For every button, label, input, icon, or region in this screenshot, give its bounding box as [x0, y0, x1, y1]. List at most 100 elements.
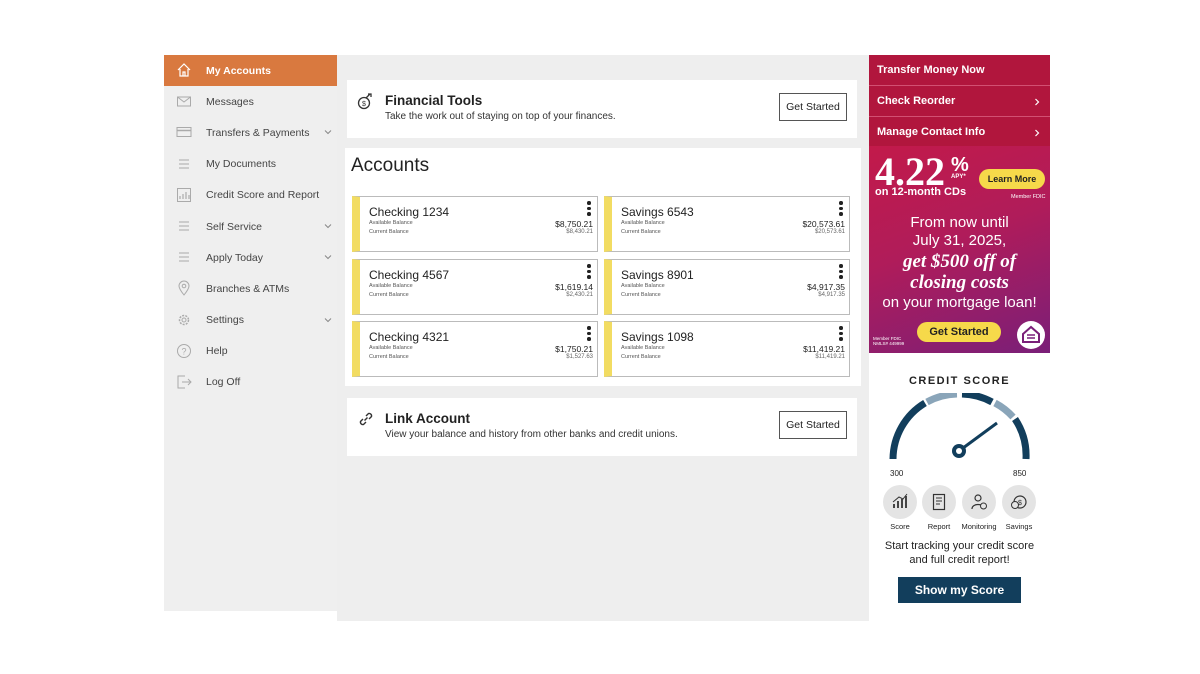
report-feature-icon: [922, 485, 956, 519]
credit-message: Start tracking your credit score: [884, 540, 1035, 552]
financial-tools-subtitle: Take the work out of staying on top of y…: [385, 111, 616, 122]
link-account-card: Link Account View your balance and histo…: [347, 398, 857, 456]
financial-tools-card: $ Financial Tools Take the work out of s…: [347, 80, 857, 138]
savings-feature-icon: $: [1002, 485, 1036, 519]
sidebar-item-label: My Documents: [206, 158, 277, 171]
promo-line: From now until: [910, 214, 1009, 231]
account-name: Savings 1098: [621, 330, 694, 344]
chevron-right-icon: [1035, 129, 1040, 137]
available-balance-value: $8,750.21: [555, 219, 593, 229]
sidebar-item-messages[interactable]: Messages: [164, 86, 341, 117]
chevron-down-icon[interactable]: [323, 252, 333, 262]
account-name: Checking 1234: [369, 205, 450, 219]
current-balance-value: $4,917.35: [818, 292, 845, 298]
manage-contact-info-link[interactable]: Manage Contact Info: [869, 117, 1050, 148]
chevron-down-icon[interactable]: [323, 221, 333, 231]
account-card[interactable]: Savings 6543 Available Balance Current B…: [604, 196, 850, 252]
learn-more-button[interactable]: Learn More: [979, 169, 1045, 189]
promo-line: closing costs: [910, 272, 1009, 293]
chevron-right-icon: [1035, 98, 1040, 106]
sidebar-item-apply-today[interactable]: Apply Today: [164, 242, 341, 273]
sidebar-item-settings[interactable]: Settings: [164, 305, 341, 336]
more-options-icon[interactable]: [586, 326, 592, 342]
current-balance-value: $11,419.21: [815, 354, 845, 360]
account-card[interactable]: Checking 1234 Available Balance Current …: [352, 196, 598, 252]
available-balance-value: $20,573.61: [802, 219, 845, 229]
chevron-down-icon[interactable]: [323, 315, 333, 325]
promo-line: get $500 off of: [902, 251, 1017, 272]
list-icon: [179, 159, 189, 169]
sidebar-item-credit-score[interactable]: Credit Score and Report: [164, 180, 341, 211]
promo-get-started-button[interactable]: Get Started: [917, 322, 1001, 342]
gear-icon: [178, 314, 190, 325]
svg-text:?: ?: [181, 346, 186, 356]
current-balance-value: $1,527.63: [566, 354, 593, 360]
sidebar: My Accounts Messages Transfers & Payment…: [164, 55, 341, 611]
home-icon: [177, 63, 191, 77]
sidebar-item-label: Settings: [206, 314, 244, 327]
more-options-icon[interactable]: [838, 326, 844, 342]
sidebar-item-label: Apply Today: [206, 251, 264, 264]
member-fdic-label: Member FDIC: [1011, 194, 1046, 200]
account-card[interactable]: Checking 4567 Available Balance Current …: [352, 259, 598, 315]
sidebar-item-label: Credit Score and Report: [206, 189, 320, 202]
available-balance-label: Available Balance: [621, 345, 665, 351]
credit-message: and full credit report!: [909, 554, 1010, 566]
account-card[interactable]: Checking 4321 Available Balance Current …: [352, 321, 598, 377]
current-balance-label: Current Balance: [369, 354, 409, 360]
available-balance-label: Available Balance: [621, 283, 665, 289]
promo-banner[interactable]: 4.22 % APY* on 12-month CDs Learn More M…: [869, 146, 1050, 353]
sidebar-item-log-off[interactable]: Log Off: [164, 367, 341, 398]
svg-text:$: $: [362, 101, 366, 108]
more-options-icon[interactable]: [586, 264, 592, 280]
accounts-panel: Accounts Checking 1234 Available Balance…: [345, 148, 861, 386]
chevron-down-icon[interactable]: [323, 127, 333, 137]
sidebar-item-self-service[interactable]: Self Service: [164, 211, 341, 242]
chart-icon: [177, 187, 191, 202]
current-balance-value: $2,430.21: [566, 292, 593, 298]
more-options-icon[interactable]: [838, 264, 844, 280]
available-balance-label: Available Balance: [369, 283, 413, 289]
sidebar-item-transfers-payments[interactable]: Transfers & Payments: [164, 117, 341, 148]
right-rail: Transfer Money Now Check Reorder Manage …: [869, 55, 1050, 623]
credit-score-title: CREDIT SCORE: [908, 375, 1011, 387]
envelope-icon: [177, 96, 191, 107]
show-my-score-button[interactable]: Show my Score: [898, 577, 1021, 603]
transfer-money-now-link[interactable]: Transfer Money Now: [869, 55, 1050, 86]
menu-label: Check Reorder: [877, 95, 956, 107]
feature-label-savings: Savings: [1005, 522, 1033, 531]
list-icon: [179, 252, 189, 262]
monitoring-feature-icon: [962, 485, 996, 519]
link-icon: [359, 412, 373, 426]
promo-line: July 31, 2025,: [912, 232, 1007, 249]
more-options-icon[interactable]: [838, 201, 844, 217]
account-card[interactable]: Savings 1098 Available Balance Current B…: [604, 321, 850, 377]
logout-icon: [177, 375, 192, 389]
map-pin-icon: [178, 280, 190, 297]
account-card[interactable]: Savings 8901 Available Balance Current B…: [604, 259, 850, 315]
available-balance-value: $1,619.14: [555, 282, 593, 292]
app-frame: My Accounts Messages Transfers & Payment…: [164, 55, 1050, 623]
financial-tools-get-started-button[interactable]: Get Started: [779, 93, 847, 121]
sidebar-item-branches-atms[interactable]: Branches & ATMs: [164, 273, 341, 304]
sidebar-item-label: Self Service: [206, 220, 263, 233]
promo-rate: 4.22: [875, 149, 945, 194]
feature-label-monitoring: Monitoring: [961, 522, 997, 531]
promo-percent: %: [951, 154, 969, 176]
sidebar-item-help[interactable]: ? Help: [164, 336, 341, 367]
current-balance-label: Current Balance: [621, 292, 661, 298]
link-account-get-started-button[interactable]: Get Started: [779, 411, 847, 439]
sidebar-item-my-accounts[interactable]: My Accounts: [164, 55, 341, 87]
account-name: Savings 6543: [621, 205, 694, 219]
more-options-icon[interactable]: [586, 201, 592, 217]
available-balance-label: Available Balance: [621, 220, 665, 226]
svg-text:$: $: [1018, 500, 1022, 507]
main-content: $ Financial Tools Take the work out of s…: [337, 55, 870, 621]
account-name: Checking 4321: [369, 330, 450, 344]
check-reorder-link[interactable]: Check Reorder: [869, 86, 1050, 117]
current-balance-value: $20,573.61: [814, 229, 845, 235]
sidebar-item-label: Log Off: [206, 376, 241, 389]
feature-label-score: Score: [890, 522, 910, 531]
sidebar-item-label: Help: [206, 345, 228, 358]
sidebar-item-my-documents[interactable]: My Documents: [164, 149, 341, 180]
